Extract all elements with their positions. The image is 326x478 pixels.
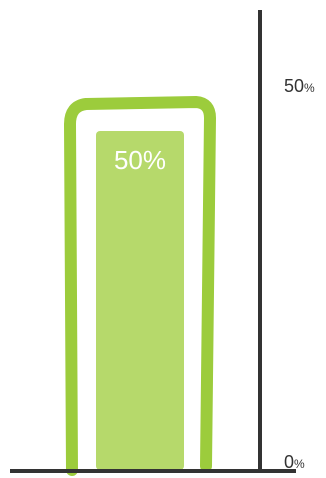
y-tick-label: 0% [284, 452, 305, 472]
bar [96, 131, 184, 470]
bar-outline [64, 96, 216, 476]
bar-value-label: 50% [114, 145, 166, 175]
chart-marks: 50% [64, 96, 216, 476]
y-axis-ticks: 0% 50% [284, 76, 315, 472]
y-tick-label: 50% [284, 76, 315, 96]
